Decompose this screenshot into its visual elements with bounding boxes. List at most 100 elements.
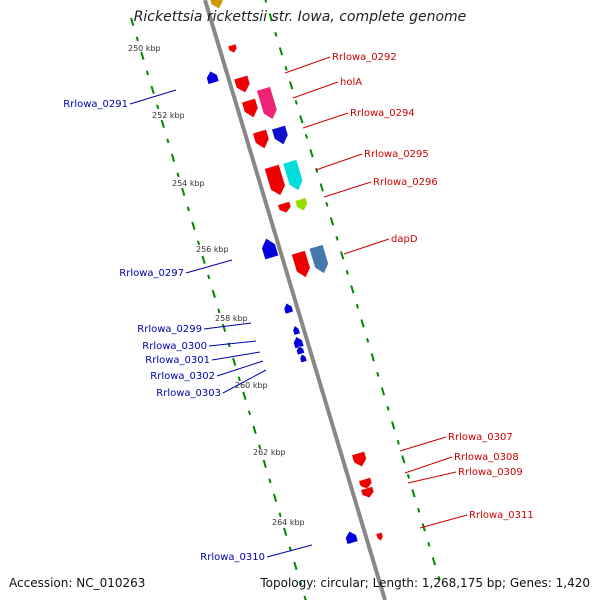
inner-rail-tick — [170, 153, 176, 162]
outer-rail-tick — [335, 235, 339, 241]
inner-rail-tick — [145, 70, 150, 76]
gene-0302 — [296, 345, 305, 356]
outer-rail-tick — [264, 0, 268, 3]
inner-rail-tick — [207, 274, 211, 280]
leader-rrlowa-0309 — [407, 471, 457, 484]
inner-rail-tick — [221, 323, 227, 332]
gene-hola-b — [241, 98, 259, 118]
label-rrlowa-0296: Rrlowa_0296 — [373, 177, 438, 188]
gene-0297 — [261, 238, 279, 260]
inner-rail-tick — [293, 561, 298, 570]
label-rrlowa-0295: Rrlowa_0295 — [364, 149, 429, 160]
scale-label-252-kbp: 252 kbp — [152, 111, 185, 120]
leader-hola — [292, 81, 339, 99]
inner-rail-tick — [303, 595, 307, 600]
gene-dapd-steel — [309, 244, 329, 274]
gene-0296-lime — [294, 197, 308, 212]
gene-labels: Rrlowa_0292 holA Rrlowa_0294 Rrlowa_0295 Rrl… — [63, 52, 533, 563]
gene-0308 — [358, 477, 373, 490]
inner-rail-tick — [258, 444, 262, 450]
inner-rail-tick — [211, 289, 216, 298]
inner-rail-tick — [181, 187, 186, 196]
leader-rrlowa-0301 — [211, 351, 261, 361]
outer-rail-tick — [319, 183, 324, 192]
outer-rail-tick — [304, 133, 309, 139]
leader-rrlowa-0294 — [302, 112, 349, 129]
leader-rrlowa-0311 — [419, 514, 468, 529]
leader-rrlowa-0310 — [266, 544, 313, 558]
outer-rail-tick — [274, 31, 278, 37]
scale-label-262-kbp: 262 kbp — [253, 448, 286, 457]
outer-rail-tick — [411, 489, 416, 498]
scale-ticks — [130, 0, 441, 600]
label-rrlowa-0301: Rrlowa_0301 — [145, 355, 210, 366]
label-rrlowa-0303: Rrlowa_0303 — [156, 388, 221, 399]
gene-dapd — [291, 250, 311, 278]
leader-rrlowa-0292 — [284, 56, 331, 74]
inner-rail-tick — [217, 308, 221, 314]
scale-label-250-kbp: 250 kbp — [128, 44, 161, 53]
outer-rail-tick — [345, 269, 349, 275]
gene-0291 — [206, 70, 220, 85]
outer-rail-tick — [396, 439, 400, 445]
inner-rail-tick — [272, 493, 278, 502]
inner-rail-tick — [140, 51, 145, 60]
inner-rail-tick — [268, 478, 272, 484]
outer-rail-tick — [329, 217, 335, 226]
outer-rail-tick — [309, 149, 314, 158]
gene-hola-pink — [256, 86, 278, 120]
leader-rrlowa-0308 — [404, 456, 453, 474]
inner-rail-tick — [176, 172, 180, 178]
leader-rrlowa-0307 — [399, 436, 447, 452]
gene-0292 — [227, 43, 238, 54]
inner-rail-tick — [191, 221, 196, 230]
leader-rrlowa-0291 — [129, 89, 177, 105]
outer-rail-tick — [350, 285, 355, 294]
label-rrlowa-0294: Rrlowa_0294 — [350, 108, 415, 119]
inner-rail-tick — [166, 138, 170, 144]
label-rrlowa-0292: Rrlowa_0292 — [332, 52, 397, 63]
leader-rrlowa-0302 — [216, 360, 264, 377]
leader-dapd — [343, 238, 390, 255]
leader-rrlowa-0300 — [208, 340, 257, 347]
inner-rail-tick — [252, 425, 257, 434]
outer-rail-tick — [315, 167, 319, 173]
gene-0310 — [345, 530, 359, 545]
label-hola: holA — [340, 77, 362, 88]
genome-backbone — [203, 0, 387, 600]
gene-0294-blue — [271, 125, 289, 145]
outer-rail-tick — [391, 421, 396, 430]
inner-rail-tick — [186, 206, 190, 212]
label-rrlowa-0291: Rrlowa_0291 — [63, 99, 128, 110]
label-rrlowa-0308: Rrlowa_0308 — [454, 452, 519, 463]
inner-rail-tick — [242, 391, 247, 400]
label-dapd: dapD — [391, 234, 418, 245]
label-rrlowa-0307: Rrlowa_0307 — [448, 432, 513, 443]
outer-rail-tick — [386, 405, 390, 411]
outer-rail-tick — [289, 81, 294, 90]
inner-rail-tick — [160, 119, 165, 128]
leader-rrlowa-0297 — [185, 259, 233, 274]
outer-rail-tick — [299, 115, 304, 124]
label-rrlowa-0311: Rrlowa_0311 — [469, 510, 534, 521]
outer-rail-tick — [437, 575, 441, 581]
inner-rail-tick — [262, 459, 267, 468]
gene-0307 — [351, 451, 367, 467]
gene-0300 — [292, 325, 301, 336]
inner-rail-tick — [150, 85, 155, 94]
gene-features — [206, 0, 384, 545]
label-rrlowa-0302: Rrlowa_0302 — [150, 371, 215, 382]
inner-rail-tick — [283, 527, 288, 536]
gene-0311 — [375, 532, 384, 542]
inner-rail-tick — [201, 255, 206, 264]
outer-rail-tick — [366, 337, 370, 343]
inner-rail-tick — [278, 512, 282, 518]
map-title: Rickettsia rickettsii str. Iowa, complet… — [133, 9, 467, 25]
outer-rail-tick — [294, 99, 298, 105]
gene-0295-cyan — [282, 159, 303, 191]
inner-rail-tick — [247, 410, 252, 416]
scale-label-254-kbp: 254 kbp — [172, 179, 205, 188]
inner-rail-tick — [298, 580, 303, 586]
scale-label-256-kbp: 256 kbp — [196, 245, 229, 254]
